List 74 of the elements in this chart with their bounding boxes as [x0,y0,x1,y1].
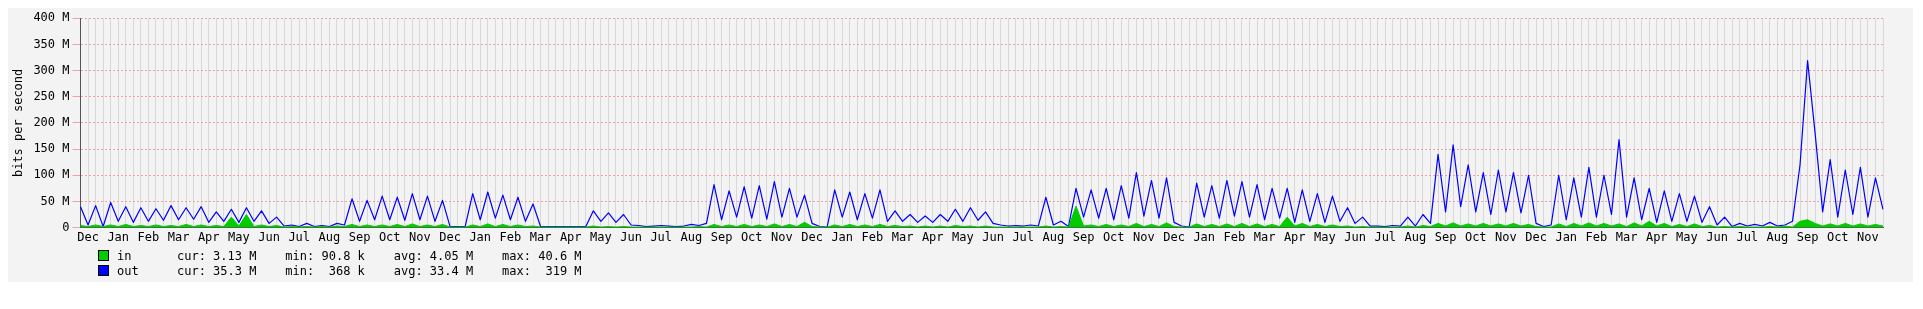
x-tick-label: Jun [258,229,280,244]
x-tick-label: Mar [167,229,190,244]
x-tick-label: Jan [107,229,130,244]
x-tick-label: Sep [1072,229,1095,244]
y-tick-label: 150 M [33,141,70,156]
x-tick-label: Nov [771,229,793,244]
x-tick-label: Oct [1464,229,1487,244]
x-tick-label: Jun [1344,229,1366,244]
x-tick-label: Aug [318,229,341,244]
x-tick-label: Dec [77,229,99,244]
y-axis-title: bits per second [11,68,26,178]
y-tick-label: 250 M [33,88,70,103]
x-tick-label: Apr [197,229,220,244]
x-tick-label: Dec [801,229,823,244]
x-tick-label: Jan [1193,229,1216,244]
x-tick-label: Mar [1615,229,1638,244]
y-tick-label: 300 M [33,62,70,77]
x-tick-label: Feb [499,229,522,244]
x-tick-label: Jun [620,229,642,244]
x-tick-label: Nov [409,229,431,244]
x-tick-label: Jan [831,229,854,244]
x-tick-label: Feb [1585,229,1608,244]
x-tick-label: Jul [288,229,311,244]
x-tick-label: May [1676,229,1698,244]
x-tick-label: Mar [1253,229,1276,244]
x-tick-label: Oct [740,229,763,244]
x-tick-label: Mar [529,229,552,244]
x-tick-label: Jul [1012,229,1035,244]
x-tick-label: Apr [1283,229,1306,244]
x-tick-label: Mar [891,229,914,244]
y-tick-label: 400 M [33,10,70,25]
x-tick-label: Feb [861,229,884,244]
x-tick-label: Jan [469,229,492,244]
x-tick-label: Aug [1766,229,1789,244]
x-tick-label: Jul [650,229,673,244]
x-tick-label: Jun [982,229,1004,244]
x-tick-label: Jul [1374,229,1397,244]
x-tick-label: Dec [439,229,461,244]
text: cur: 35.3 M min: 368 k avg: 33.4 M max: 319 M [177,263,582,278]
y-tick-label: 200 M [33,115,70,130]
x-tick-label: May [228,229,250,244]
x-tick-label: Oct [378,229,401,244]
x-tick-label: Nov [1495,229,1517,244]
x-tick-label: Aug [680,229,703,244]
x-tick-label: Apr [921,229,944,244]
x-tick-label: May [1314,229,1336,244]
x-tick-label: Apr [1645,229,1668,244]
x-tick-label: Jan [1555,229,1578,244]
y-tick-label: 100 M [33,167,70,182]
x-tick-label: Feb [137,229,160,244]
x-tick-label: Oct [1102,229,1125,244]
y-tick-label: 0 [62,219,70,234]
y-tick-label: 350 M [33,36,70,51]
y-tick-label: 50 M [40,193,70,208]
x-tick-label: May [590,229,612,244]
x-tick-label: Aug [1042,229,1065,244]
text: cur: 3.13 M min: 90.8 k avg: 4.05 M max: 40.6 M [177,248,582,263]
x-tick-label: Dec [1163,229,1185,244]
x-tick-label: Oct [1826,229,1849,244]
x-tick-label: Jul [1736,229,1759,244]
x-tick-label: Jun [1706,229,1728,244]
x-tick-label: Sep [1434,229,1457,244]
legend-label: in [117,248,133,263]
x-tick-label: Sep [1796,229,1819,244]
x-tick-label: Nov [1133,229,1155,244]
x-tick-label: Aug [1404,229,1427,244]
x-tick-label: Sep [348,229,371,244]
x-tick-label: Nov [1857,229,1879,244]
x-tick-label: May [952,229,974,244]
legend-label: out [117,263,140,278]
x-tick-label: Feb [1223,229,1246,244]
x-tick-label: Apr [559,229,582,244]
x-tick-label: Dec [1525,229,1547,244]
x-tick-label: Sep [710,229,733,244]
